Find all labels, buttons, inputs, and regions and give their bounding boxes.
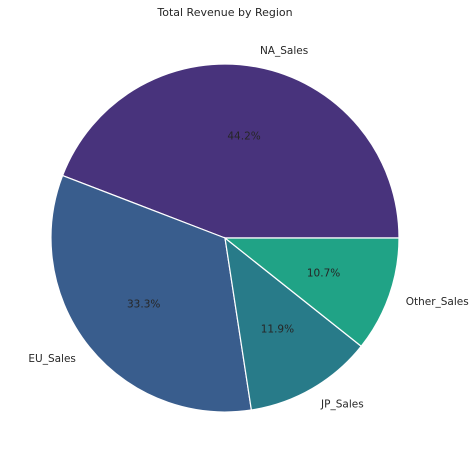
pct-label-jp-sales: 11.9% xyxy=(261,323,294,335)
category-label-jp-sales: JP_Sales xyxy=(320,399,364,411)
pie-slices xyxy=(50,63,400,413)
pct-label-na-sales: 44.2% xyxy=(227,130,260,142)
pie-slice-eu-sales xyxy=(50,174,253,413)
category-label-other-sales: Other_Sales xyxy=(406,296,469,308)
pct-label-eu-sales: 33.3% xyxy=(127,298,160,310)
chart-title: Total Revenue by Region xyxy=(156,6,292,19)
pie-labels: 44.2% NA_Sales 33.3% EU_Sales 11.9% JP_Sales 1… xyxy=(28,45,468,411)
category-label-eu-sales: EU_Sales xyxy=(28,353,76,365)
pie-slice-jp-sales xyxy=(224,236,363,411)
pie-slice-na-sales xyxy=(61,63,400,239)
pie-slice-other-sales xyxy=(223,237,400,348)
category-label-na-sales: NA_Sales xyxy=(260,45,308,57)
pct-label-other-sales: 10.7% xyxy=(307,267,340,279)
